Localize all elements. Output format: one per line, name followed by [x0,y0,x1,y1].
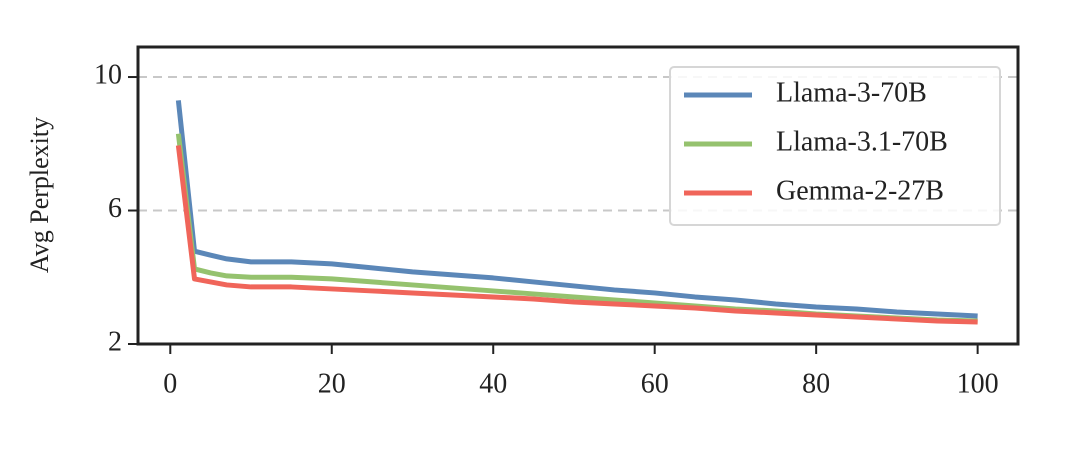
series-line [175,145,978,325]
x-tick-label: 60 [641,368,669,399]
y-axis-label: Avg Perplexity [25,117,54,273]
plot-frame [136,45,1020,346]
legend-box [669,66,1001,226]
x-tick-label: 100 [957,368,999,399]
y-tick-label: 6 [108,193,122,224]
x-tick-label: 20 [318,368,346,399]
series-line [175,100,978,319]
legend-label: Llama-3.1-70B [776,126,948,157]
legend-label: Llama-3-70B [776,77,927,108]
x-tick-label: 40 [479,368,507,399]
y-tick-label: 2 [108,326,122,357]
x-tick-label: 0 [163,368,177,399]
y-tick-label: 10 [94,59,122,90]
legend-label: Gemma-2-27B [776,175,944,206]
x-tick-label: 80 [802,368,830,399]
